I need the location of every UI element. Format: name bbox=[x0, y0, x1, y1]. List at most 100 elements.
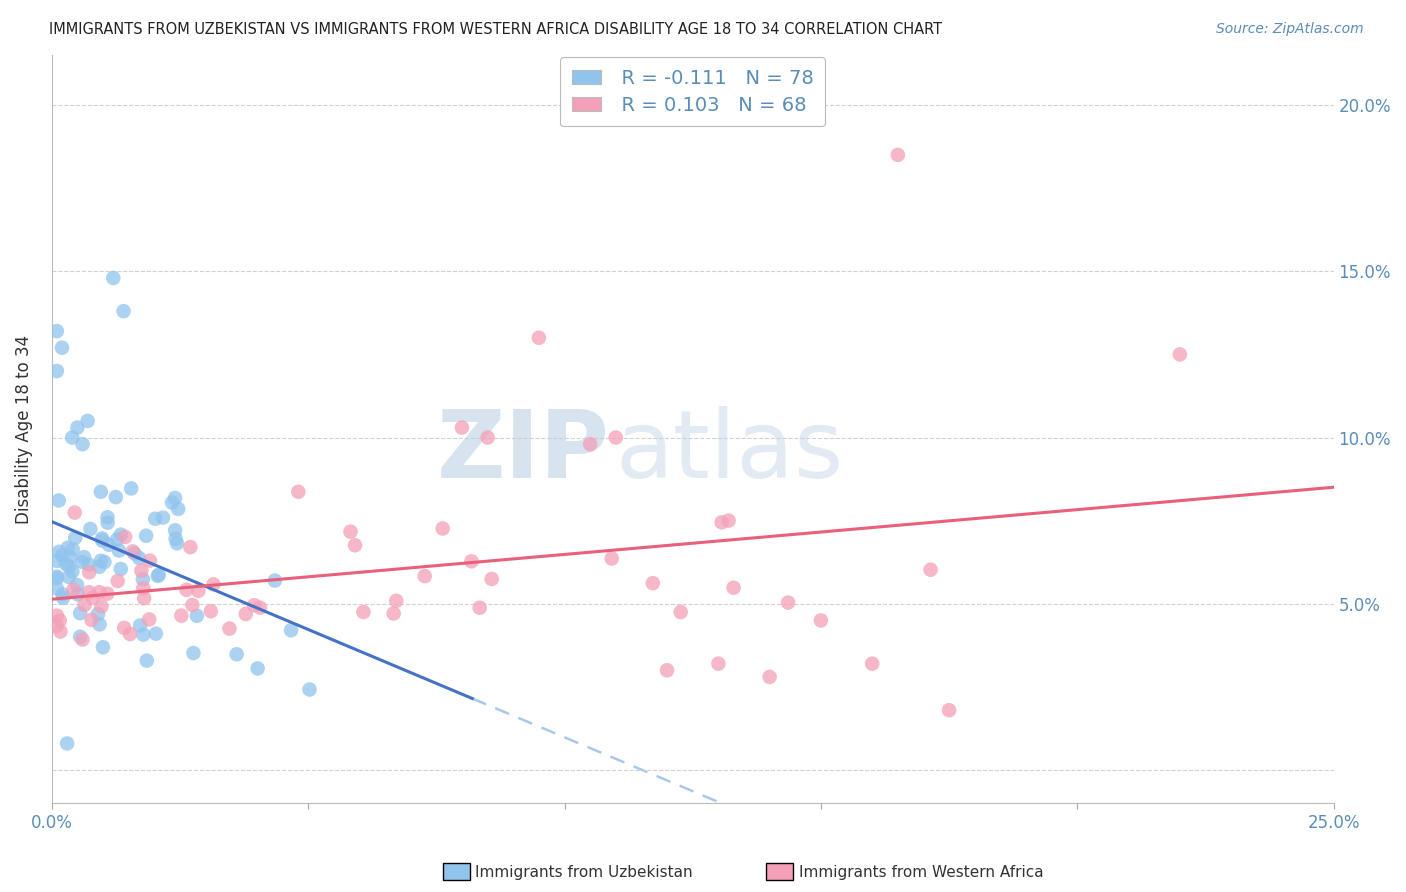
Point bbox=[810, 614, 832, 628]
Point bbox=[77, 585, 100, 599]
Point bbox=[132, 627, 155, 641]
Point bbox=[72, 437, 94, 451]
Point bbox=[110, 562, 132, 576]
Point bbox=[77, 566, 100, 580]
Point bbox=[45, 608, 67, 623]
Point bbox=[51, 549, 73, 563]
Point bbox=[45, 569, 67, 583]
Point bbox=[72, 632, 94, 647]
Point bbox=[91, 532, 114, 546]
Point bbox=[108, 543, 131, 558]
Point bbox=[186, 608, 208, 623]
Point bbox=[48, 493, 70, 508]
Point bbox=[451, 420, 474, 434]
Point bbox=[298, 682, 321, 697]
Point bbox=[146, 569, 169, 583]
Point bbox=[382, 607, 405, 621]
Point bbox=[62, 542, 84, 557]
Point bbox=[112, 621, 135, 635]
Point bbox=[468, 600, 491, 615]
Point bbox=[45, 582, 67, 596]
Point bbox=[56, 736, 79, 750]
Point bbox=[287, 484, 309, 499]
Point bbox=[413, 569, 436, 583]
Point bbox=[97, 538, 120, 552]
Point bbox=[56, 541, 79, 555]
Point bbox=[52, 591, 75, 605]
Point bbox=[187, 583, 209, 598]
Point bbox=[58, 570, 80, 584]
Text: Immigrants from Western Africa: Immigrants from Western Africa bbox=[799, 865, 1043, 880]
Point bbox=[89, 617, 111, 632]
Point bbox=[246, 661, 269, 675]
Point bbox=[481, 572, 503, 586]
Point bbox=[264, 574, 287, 588]
Point bbox=[69, 606, 91, 620]
Point bbox=[80, 613, 103, 627]
Point bbox=[138, 612, 160, 626]
Point bbox=[62, 582, 84, 597]
Point bbox=[707, 657, 730, 671]
Point bbox=[45, 324, 67, 338]
Point bbox=[110, 527, 132, 541]
Point bbox=[235, 607, 257, 621]
Point bbox=[163, 491, 186, 505]
Point bbox=[65, 531, 87, 545]
Point bbox=[887, 148, 910, 162]
Point bbox=[70, 555, 93, 569]
Point bbox=[179, 540, 201, 554]
Point bbox=[432, 522, 454, 536]
Point bbox=[477, 431, 499, 445]
Point bbox=[758, 670, 780, 684]
Point bbox=[249, 600, 271, 615]
Point bbox=[59, 550, 82, 565]
Point bbox=[641, 576, 664, 591]
Point bbox=[121, 544, 143, 558]
Point bbox=[135, 529, 157, 543]
Point bbox=[69, 630, 91, 644]
Point bbox=[135, 654, 157, 668]
Point bbox=[352, 605, 374, 619]
Text: Immigrants from Uzbekistan: Immigrants from Uzbekistan bbox=[475, 865, 693, 880]
Point bbox=[165, 532, 187, 546]
Point bbox=[176, 582, 198, 597]
Point bbox=[49, 624, 72, 639]
Point bbox=[200, 604, 222, 618]
Point bbox=[143, 512, 166, 526]
Point bbox=[202, 577, 225, 591]
Point bbox=[90, 599, 112, 614]
Text: ZIP: ZIP bbox=[436, 406, 609, 498]
Point bbox=[128, 551, 150, 566]
Point bbox=[170, 608, 193, 623]
Point bbox=[124, 547, 146, 561]
Point bbox=[385, 594, 408, 608]
Point bbox=[96, 587, 118, 601]
Point bbox=[152, 510, 174, 524]
Point bbox=[45, 554, 67, 568]
Point bbox=[49, 614, 72, 628]
Point bbox=[73, 550, 96, 565]
Point bbox=[600, 551, 623, 566]
Point bbox=[280, 624, 302, 638]
Point bbox=[66, 587, 89, 601]
Point bbox=[112, 304, 135, 318]
Point bbox=[778, 596, 800, 610]
Point bbox=[105, 533, 128, 547]
Point bbox=[460, 554, 482, 568]
Point bbox=[45, 619, 67, 633]
Point bbox=[77, 558, 100, 572]
Point bbox=[579, 437, 602, 451]
Text: IMMIGRANTS FROM UZBEKISTAN VS IMMIGRANTS FROM WESTERN AFRICA DISABILITY AGE 18 T: IMMIGRANTS FROM UZBEKISTAN VS IMMIGRANTS… bbox=[49, 22, 942, 37]
Point bbox=[717, 514, 740, 528]
Point bbox=[339, 524, 361, 539]
Point bbox=[104, 490, 127, 504]
Point bbox=[120, 482, 142, 496]
Point bbox=[51, 587, 73, 601]
Point bbox=[527, 331, 550, 345]
Point bbox=[58, 559, 80, 574]
Point bbox=[73, 598, 96, 612]
Point bbox=[344, 538, 367, 552]
Point bbox=[46, 571, 69, 585]
Text: Source: ZipAtlas.com: Source: ZipAtlas.com bbox=[1216, 22, 1364, 37]
Point bbox=[79, 522, 101, 536]
